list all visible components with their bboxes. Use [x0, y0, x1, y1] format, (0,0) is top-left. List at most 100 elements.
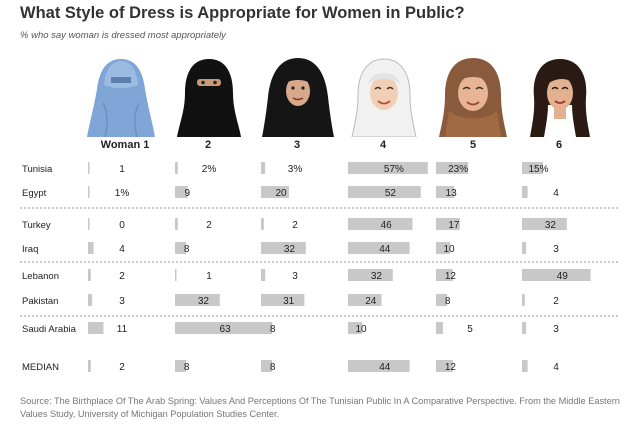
value-label-0-0: 1: [119, 164, 125, 175]
value-label-2-2: 2: [292, 220, 298, 231]
row-label-7: MEDIAN: [22, 362, 59, 373]
value-label-3-0: 4: [119, 244, 125, 255]
row-label-4: Lebanon: [22, 271, 59, 282]
value-label-1-3: 52: [385, 188, 397, 199]
value-label-3-2: 32: [284, 244, 296, 255]
value-label-2-5: 32: [545, 220, 557, 231]
column-header-3: 3: [293, 139, 301, 151]
column-header-1: Woman 1: [100, 139, 150, 151]
bar-3-0: [88, 242, 94, 254]
bar-5-5: [522, 294, 525, 306]
bar-4-4: [436, 269, 453, 281]
bar-2-5: [522, 218, 567, 230]
row-label-1: Egypt: [22, 188, 47, 199]
bar-3-2: [261, 242, 306, 254]
value-label-5-3: 24: [365, 296, 377, 307]
bar-4-1: [175, 269, 177, 281]
bar-1-0: [88, 186, 90, 198]
bar-7-1: [175, 360, 187, 372]
value-label-5-4: 8: [445, 296, 451, 307]
bar-0-5: [522, 162, 543, 174]
bar-5-0: [88, 294, 93, 306]
value-label-3-5: 3: [553, 244, 559, 255]
row-label-5: Pakistan: [22, 296, 58, 307]
bar-7-3: [348, 360, 410, 372]
bar-1-1: [175, 186, 188, 198]
bar-1-4: [436, 186, 455, 198]
bar-7-2: [261, 360, 273, 372]
column-header-6: 6: [555, 139, 563, 151]
bar-5-4: [436, 294, 448, 306]
bar-6-4: [436, 322, 443, 334]
bar-7-0: [88, 360, 91, 372]
bar-0-4: [436, 162, 469, 174]
value-label-0-2: 3%: [288, 164, 303, 175]
bar-6-1: [175, 322, 264, 334]
value-label-4-3: 32: [371, 271, 383, 282]
value-label-3-1: 8: [184, 244, 190, 255]
bar-3-1: [175, 242, 187, 254]
value-label-1-2: 20: [275, 188, 287, 199]
bar-4-2: [261, 269, 266, 281]
row-label-0: Tunisia: [22, 164, 53, 175]
column-header-4: 4: [379, 139, 387, 151]
value-label-5-1: 32: [198, 296, 210, 307]
bar-6-0: [88, 322, 104, 334]
value-label-0-4: 23%: [448, 164, 468, 175]
bar-5-1: [175, 294, 220, 306]
bar-6-2: [261, 322, 273, 334]
bar-2-1: [175, 218, 178, 230]
chart-title: What Style of Dress is Appropriate for W…: [20, 4, 465, 22]
column-header-2: 2: [204, 139, 212, 151]
value-label-7-2: 8: [270, 362, 276, 373]
value-label-1-1: 9: [185, 188, 191, 199]
bar-4-3: [348, 269, 393, 281]
bar-6-5: [522, 322, 527, 334]
chart-subtitle: % who say woman is dressed most appropri…: [20, 30, 226, 41]
bar-3-4: [436, 242, 450, 254]
value-label-2-0: 0: [119, 220, 125, 231]
hijab-brown-woman-icon: [435, 55, 511, 137]
bar-0-3: [348, 162, 428, 174]
value-label-5-5: 2: [553, 296, 559, 307]
value-label-6-1: 63: [220, 324, 232, 335]
bar-0-2: [261, 162, 266, 174]
source-note: Source: The Birthplace Of The Arab Sprin…: [20, 396, 620, 419]
value-label-6-5: 3: [553, 324, 559, 335]
value-label-0-3: 57%: [384, 164, 404, 175]
value-label-2-4: 17: [448, 220, 460, 231]
bar-4-0: [88, 269, 91, 281]
value-label-4-2: 3: [292, 271, 298, 282]
value-label-5-2: 31: [283, 296, 295, 307]
bar-1-2: [261, 186, 289, 198]
bar-7-5: [522, 360, 528, 372]
value-label-4-1: 1: [206, 271, 212, 282]
bar-2-2: [261, 218, 264, 230]
value-label-2-3: 46: [381, 220, 393, 231]
uncovered-woman-icon: [522, 55, 598, 137]
value-label-5-0: 3: [119, 296, 125, 307]
column-header-5: 5: [469, 139, 477, 151]
bar-6-3: [348, 322, 362, 334]
value-label-7-5: 4: [553, 362, 559, 373]
bar-4-5: [522, 269, 591, 281]
value-label-4-0: 2: [119, 271, 125, 282]
bar-2-4: [436, 218, 460, 230]
value-label-7-4: 12: [445, 362, 457, 373]
bar-0-0: [88, 162, 90, 174]
value-label-1-0: 1%: [115, 188, 130, 199]
bar-1-3: [348, 186, 421, 198]
row-label-3: Iraq: [22, 244, 38, 255]
value-label-7-1: 8: [184, 362, 190, 373]
value-label-4-4: 12: [445, 271, 457, 282]
value-label-3-3: 44: [379, 244, 391, 255]
bar-2-3: [348, 218, 413, 230]
value-label-1-5: 4: [553, 188, 559, 199]
value-label-1-4: 13: [446, 188, 458, 199]
value-label-6-3: 10: [355, 324, 367, 335]
value-label-2-1: 2: [206, 220, 212, 231]
value-label-6-0: 11: [117, 324, 128, 335]
bar-0-1: [175, 162, 178, 174]
bar-5-2: [261, 294, 305, 306]
